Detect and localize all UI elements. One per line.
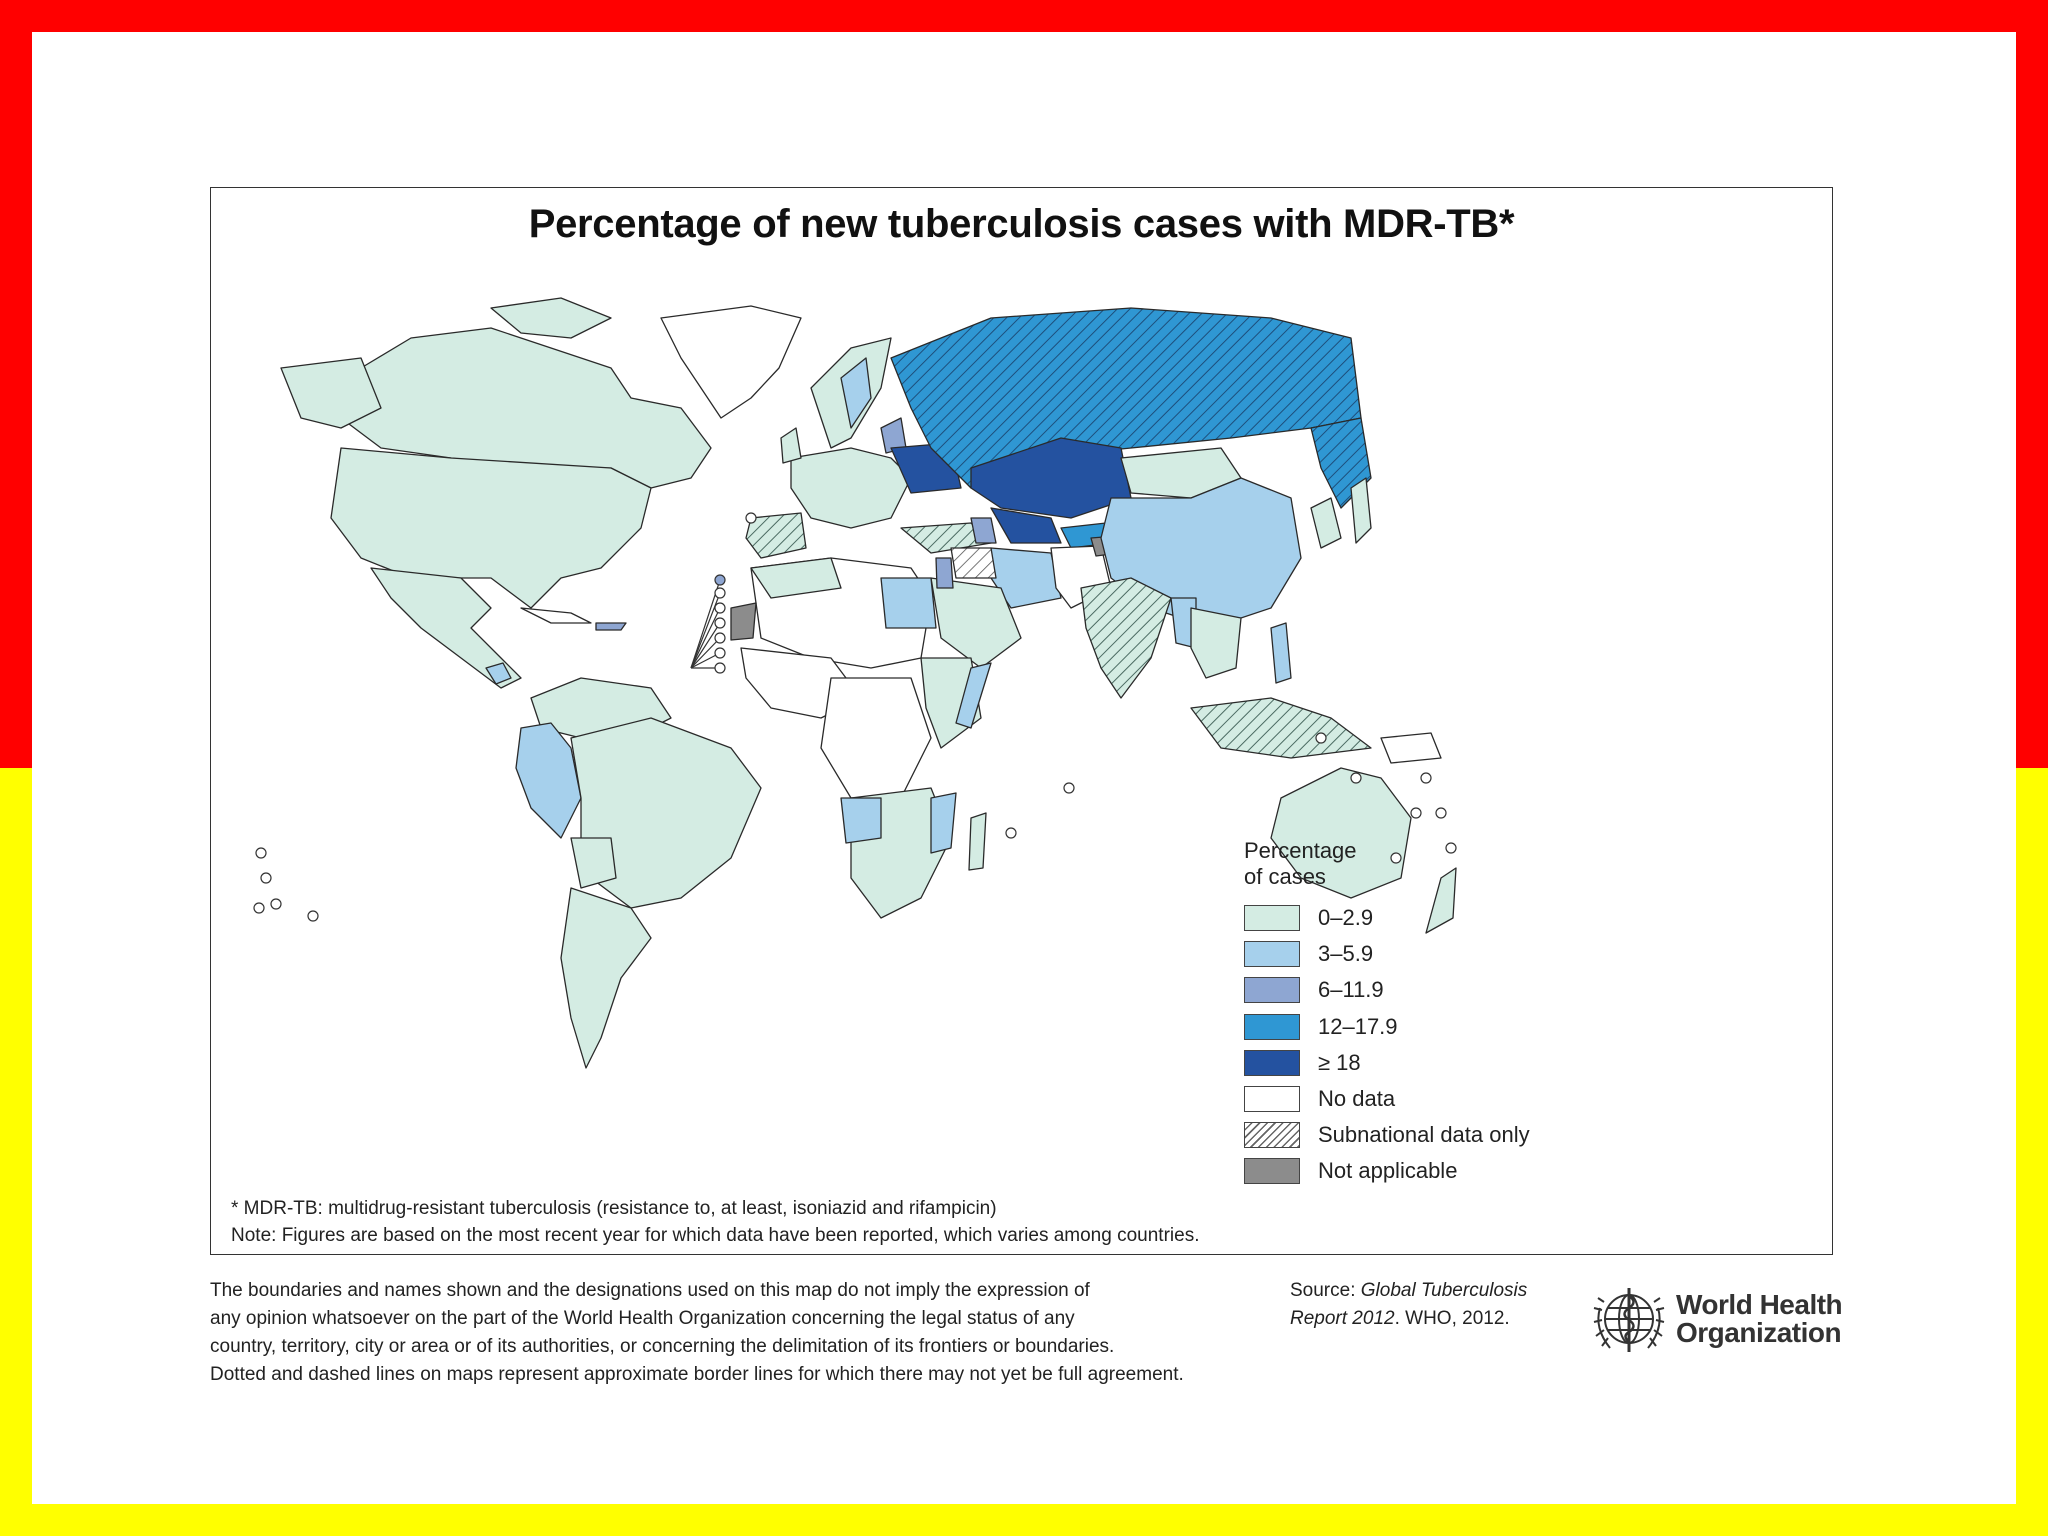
caspian-region bbox=[970, 517, 997, 544]
brazil bbox=[570, 717, 762, 909]
mexico bbox=[370, 567, 522, 689]
madagascar bbox=[968, 812, 987, 871]
slide: Percentage of new tuberculosis cases wit… bbox=[32, 32, 2016, 1504]
map-legend: Percentage of cases 0–2.9 3–5.9 6–11.9 1… bbox=[1244, 838, 1644, 1190]
legend-swatch bbox=[1244, 1049, 1300, 1076]
disclaimer-text: The boundaries and names shown and the d… bbox=[210, 1280, 1184, 1385]
source-citation: Source: Global Tuberculosis Report 2012.… bbox=[1290, 1280, 1528, 1329]
iraq-syria bbox=[950, 547, 997, 579]
legend-swatch bbox=[1244, 905, 1300, 932]
legend-item: 6–11.9 bbox=[1244, 972, 1644, 1008]
saudi-arabia bbox=[930, 577, 1022, 669]
mozambique bbox=[930, 792, 957, 854]
uk bbox=[780, 427, 802, 464]
philippines bbox=[1270, 622, 1292, 684]
somalia bbox=[955, 662, 992, 729]
legend-item: No data bbox=[1244, 1081, 1644, 1117]
png bbox=[1380, 732, 1442, 764]
central-africa bbox=[820, 677, 932, 799]
western-europe bbox=[790, 447, 912, 529]
legend-swatch bbox=[1244, 1013, 1300, 1040]
cuba bbox=[520, 607, 592, 624]
world-map bbox=[253, 297, 1457, 1069]
legend-item: 3–5.9 bbox=[1244, 936, 1644, 972]
japan bbox=[1350, 477, 1372, 544]
alaska bbox=[280, 357, 382, 429]
canada bbox=[340, 327, 712, 489]
sweden bbox=[840, 357, 872, 429]
new-zealand bbox=[1425, 867, 1457, 934]
legend-item: Not applicable bbox=[1244, 1153, 1644, 1189]
legend-item: 0–2.9 bbox=[1244, 900, 1644, 936]
usa bbox=[330, 447, 652, 609]
map-footnote: * MDR-TB: multidrug-resistant tuberculos… bbox=[231, 1198, 997, 1219]
western-sahara bbox=[730, 602, 757, 641]
legend-swatch bbox=[1244, 977, 1300, 1004]
se-asia bbox=[1190, 607, 1242, 679]
who-emblem-icon bbox=[1593, 1288, 1665, 1352]
arctic-islands bbox=[490, 297, 612, 339]
bolivia bbox=[570, 837, 617, 889]
russia bbox=[890, 307, 1362, 489]
legend-item: Subnational data only bbox=[1244, 1117, 1644, 1153]
israel-jordan bbox=[935, 557, 954, 589]
legend-swatch bbox=[1244, 941, 1300, 968]
map-frame: Percentage of new tuberculosis cases wit… bbox=[210, 187, 1833, 1255]
legend-title: Percentage of cases bbox=[1244, 838, 1357, 889]
map-note: Note: Figures are based on the most rece… bbox=[231, 1225, 1200, 1246]
india bbox=[1080, 577, 1172, 699]
who-wordmark: World Health Organization bbox=[1676, 1289, 1843, 1348]
legend-swatch bbox=[1244, 1158, 1300, 1185]
greenland bbox=[660, 305, 802, 419]
kazakhstan bbox=[970, 437, 1132, 519]
iberia bbox=[745, 512, 807, 559]
legend-item: 12–17.9 bbox=[1244, 1009, 1644, 1045]
peru-ecuador bbox=[515, 722, 582, 839]
map-title: Percentage of new tuberculosis cases wit… bbox=[528, 202, 1515, 246]
korea-japan bbox=[1310, 497, 1342, 549]
egypt bbox=[880, 577, 937, 629]
guatemala-hatch bbox=[485, 662, 512, 685]
legend-item: ≥ 18 bbox=[1244, 1045, 1644, 1081]
indonesia bbox=[1190, 697, 1372, 759]
hispaniola bbox=[595, 622, 627, 631]
legend-swatch bbox=[1244, 1086, 1300, 1113]
uzbekistan bbox=[990, 507, 1062, 544]
argentina-chile bbox=[560, 887, 652, 1069]
morocco-algeria bbox=[750, 557, 842, 599]
legend-swatch bbox=[1244, 1122, 1300, 1149]
australia bbox=[1270, 767, 1412, 899]
angola bbox=[840, 797, 882, 844]
who-logo: World Health Organization bbox=[1588, 1278, 1843, 1360]
